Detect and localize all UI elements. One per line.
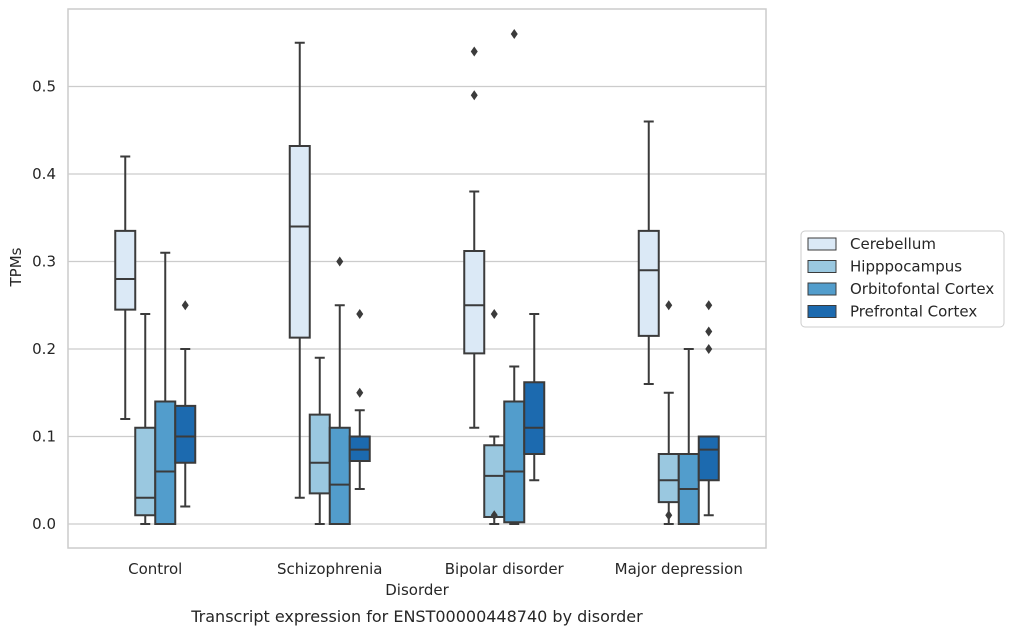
- box: [483, 444, 506, 518]
- x-tick-label: Control: [128, 560, 182, 578]
- plot-frame: [67, 8, 767, 549]
- outlier-point: [181, 300, 189, 311]
- chart-caption: Transcript expression for ENST0000044874…: [190, 607, 643, 626]
- legend-frame: [800, 230, 1005, 328]
- outlier-point: [336, 256, 344, 267]
- outlier-point: [490, 309, 498, 319]
- box-hipppocampus: [134, 313, 157, 525]
- box: [308, 413, 331, 495]
- legend-label: Orbitofontal Cortex: [850, 280, 994, 298]
- box-hipppocampus: [657, 300, 680, 525]
- box-cerebellum: [463, 46, 486, 429]
- box-groups: [114, 29, 720, 525]
- box: [657, 453, 680, 504]
- outlier-point: [665, 300, 673, 311]
- outlier-point: [510, 29, 518, 39]
- box-orbitofontal-cortex: [503, 29, 526, 525]
- x-tick-label: Bipolar disorder: [445, 560, 565, 578]
- x-tick-label: Schizophrenia: [277, 560, 382, 578]
- box-prefrontal-cortex: [174, 300, 197, 508]
- outlier-point: [490, 510, 498, 521]
- x-axis-label: Disorder: [385, 581, 449, 599]
- outlier-point: [356, 309, 364, 319]
- legend-swatch: [807, 237, 837, 251]
- outlier-point: [470, 46, 478, 57]
- y-tick-label: 0.2: [32, 340, 56, 358]
- box-hipppocampus: [308, 356, 331, 525]
- y-tick-label: 0.0: [32, 515, 56, 533]
- outlier-point: [705, 344, 713, 354]
- box-orbitofontal-cortex: [154, 251, 177, 525]
- y-axis-ticks: 0.0 0.1 0.2 0.3 0.4 0.5: [32, 78, 56, 534]
- y-tick-label: 0.4: [32, 165, 56, 183]
- legend-swatch: [807, 305, 837, 318]
- y-tick-label: 0.3: [32, 253, 56, 271]
- legend: Cerebellum Hipppocampus Orbitofontal Corte…: [800, 230, 1005, 328]
- box-prefrontal-cortex: [523, 313, 546, 482]
- legend-label: Cerebellum: [850, 235, 936, 253]
- box: [134, 426, 157, 517]
- box-prefrontal-cortex: [348, 309, 371, 490]
- box: [523, 381, 546, 455]
- box-orbitofontal-cortex: [328, 256, 351, 525]
- outlier-point: [356, 387, 364, 398]
- y-tick-label: 0.1: [32, 428, 56, 446]
- box: [114, 229, 137, 311]
- box: [503, 400, 526, 524]
- box: [154, 400, 177, 525]
- box: [288, 145, 311, 339]
- legend-swatch: [807, 260, 837, 273]
- box: [328, 426, 351, 525]
- box-orbitofontal-cortex: [677, 348, 700, 525]
- outlier-point: [705, 300, 713, 311]
- x-axis-ticks: Control Schizophrenia Bipolar disorder Majo…: [128, 560, 743, 578]
- y-tick-label: 0.5: [32, 78, 56, 96]
- outlier-point: [705, 326, 713, 337]
- box: [174, 404, 197, 464]
- box: [463, 250, 486, 355]
- box-cerebellum: [288, 41, 311, 499]
- legend-label: Prefrontal Cortex: [850, 303, 977, 321]
- outlier-point: [665, 510, 673, 521]
- outlier-point: [470, 90, 478, 101]
- box-cerebellum: [114, 155, 137, 420]
- box: [637, 229, 660, 337]
- box: [697, 435, 720, 482]
- box-prefrontal-cortex: [697, 300, 720, 517]
- box-hipppocampus: [483, 309, 506, 525]
- legend-label: Hipppocampus: [850, 258, 962, 276]
- box-cerebellum: [637, 120, 660, 385]
- x-tick-label: Major depression: [615, 560, 743, 578]
- legend-swatch: [807, 282, 837, 296]
- y-axis-label: TPMs: [7, 247, 25, 287]
